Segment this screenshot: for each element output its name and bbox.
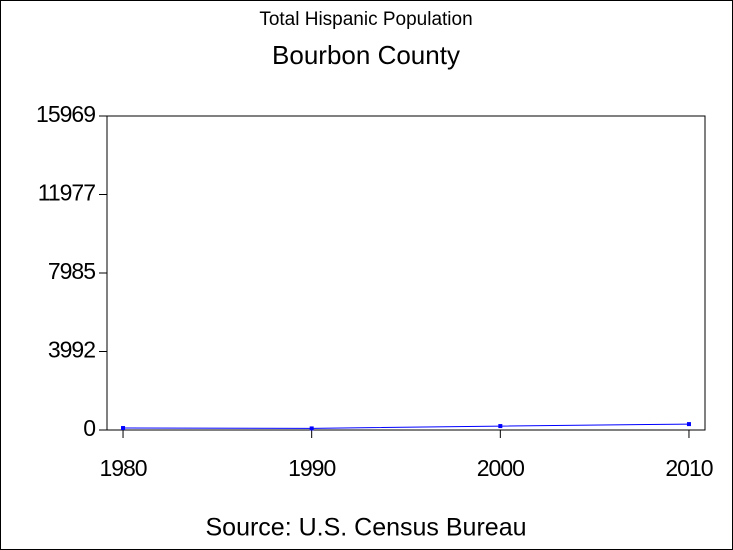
data-point <box>309 426 314 431</box>
source-note: Source: U.S. Census Bureau <box>206 514 527 542</box>
y-tick-label: 3992 <box>48 337 95 363</box>
data-point <box>686 422 691 427</box>
y-tick-label: 0 <box>83 415 95 441</box>
y-tick-label: 15969 <box>36 101 95 127</box>
y-tick-label: 7985 <box>48 258 95 284</box>
x-tick-label: 1980 <box>99 455 146 481</box>
data-point <box>121 426 126 431</box>
x-tick-label: 2000 <box>477 455 524 481</box>
x-tick-label: 1990 <box>288 455 335 481</box>
data-point <box>498 424 503 429</box>
chart-subtitle: Bourbon County <box>272 40 460 70</box>
chart-title: Total Hispanic Population <box>259 9 472 30</box>
data-line <box>123 423 689 429</box>
x-tick-label: 2010 <box>665 455 712 481</box>
y-tick-label: 11977 <box>38 180 95 206</box>
